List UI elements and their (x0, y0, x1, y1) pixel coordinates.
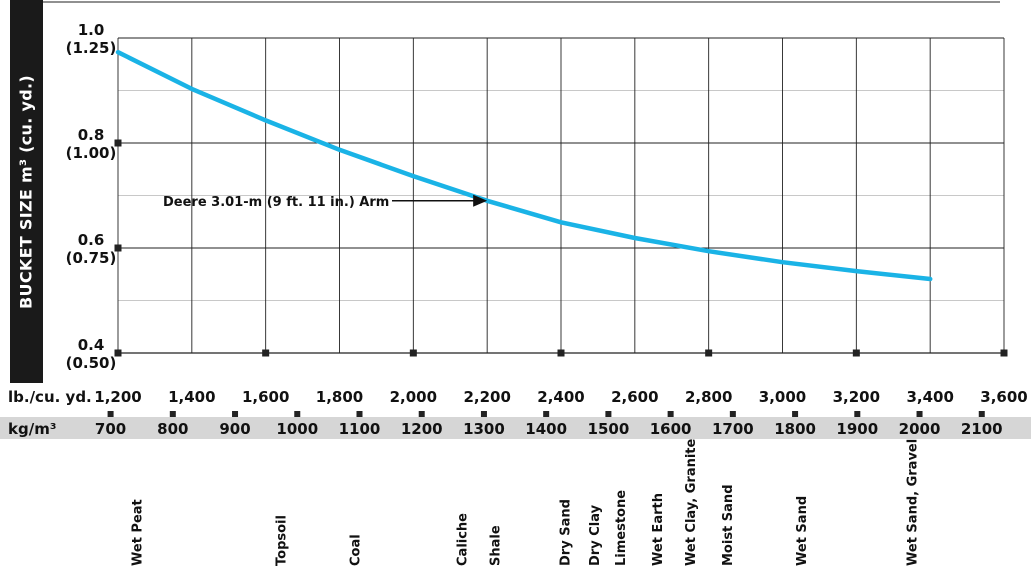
y-tick-label: 0.6 (78, 231, 105, 249)
kg-tick-marker (232, 411, 239, 417)
baseline-marker (409, 349, 417, 357)
material-label: Wet Sand, Gravel (906, 439, 921, 566)
lb-tick-label: 3,600 (980, 388, 1027, 406)
material-label: Dry Sand (559, 499, 574, 566)
kg-tick-marker (978, 411, 985, 417)
annotation-arrowhead (473, 194, 488, 207)
kg-tick-label: 1600 (650, 420, 692, 438)
series-line (115, 49, 933, 282)
kg-tick-marker (169, 411, 176, 417)
y-tick-sublabel: (1.25) (66, 39, 117, 57)
kg-tick-label: 1200 (401, 420, 443, 438)
y-tick-sublabel: (0.50) (66, 354, 117, 372)
y-tick-sublabel: (0.75) (66, 249, 117, 267)
kg-tick-marker (916, 411, 923, 417)
material-label: Limestone (614, 490, 629, 566)
baseline-marker (705, 349, 713, 357)
lb-tick-label: 2,600 (611, 388, 658, 406)
material-label: Coal (348, 534, 363, 566)
material-label: Topsoil (274, 515, 289, 566)
kg-axis-band (0, 417, 1031, 439)
lb-tick-label: 1,800 (316, 388, 363, 406)
kg-axis-label: kg/m³ (8, 420, 56, 438)
baseline-marker (557, 349, 565, 357)
kg-tick-marker (854, 411, 861, 417)
kg-tick-label: 1800 (774, 420, 816, 438)
y-axis-marker (114, 139, 122, 147)
lb-axis-label: lb./cu. yd. (8, 388, 92, 406)
material-label: Shale (489, 525, 504, 566)
lb-tick-label: 1,600 (242, 388, 289, 406)
baseline-marker (114, 349, 122, 357)
kg-tick-label: 700 (95, 420, 126, 438)
kg-tick-marker (356, 411, 363, 417)
kg-tick-marker (294, 411, 301, 417)
lb-tick-label: 3,200 (833, 388, 880, 406)
lb-tick-label: 3,400 (906, 388, 953, 406)
material-label: Moist Sand (721, 485, 736, 567)
kg-tick-marker (107, 411, 114, 417)
kg-tick-label: 2000 (899, 420, 941, 438)
kg-tick-marker (729, 411, 736, 417)
y-tick-label: 0.8 (78, 126, 105, 144)
baseline-marker (1000, 349, 1008, 357)
kg-tick-label: 1500 (588, 420, 630, 438)
kg-tick-marker (418, 411, 425, 417)
kg-tick-label: 1300 (463, 420, 505, 438)
baseline-marker (262, 349, 270, 357)
kg-tick-marker (667, 411, 674, 417)
material-label: Wet Sand (795, 496, 810, 566)
arrow-annotation-label: Deere 3.01-m (9 ft. 11 in.) Arm (163, 195, 389, 210)
y-axis-label-bar (10, 0, 43, 383)
material-label: Wet Earth (651, 493, 666, 566)
material-label: Wet Clay, Granite (684, 438, 699, 566)
y-tick-sublabel: (1.00) (66, 144, 117, 162)
baseline-marker (852, 349, 860, 357)
kg-tick-label: 900 (219, 420, 250, 438)
lb-tick-label: 1,400 (168, 388, 215, 406)
kg-tick-marker (480, 411, 487, 417)
material-label: Caliche (455, 513, 470, 566)
y-axis-marker (114, 244, 122, 252)
kg-tick-marker (605, 411, 612, 417)
kg-tick-label: 1400 (525, 420, 567, 438)
material-label: Wet Peat (130, 499, 145, 566)
y-tick-label: 0.4 (78, 336, 105, 354)
y-tick-label: 1.0 (78, 21, 105, 39)
kg-tick-label: 2100 (961, 420, 1003, 438)
kg-tick-label: 1700 (712, 420, 754, 438)
kg-tick-marker (792, 411, 799, 417)
kg-tick-marker (543, 411, 550, 417)
kg-tick-label: 1000 (276, 420, 318, 438)
kg-tick-label: 1900 (836, 420, 878, 438)
lb-tick-label: 2,800 (685, 388, 732, 406)
lb-tick-label: 1,200 (94, 388, 141, 406)
kg-tick-label: 1100 (339, 420, 381, 438)
lb-tick-label: 2,400 (537, 388, 584, 406)
lb-tick-label: 3,000 (759, 388, 806, 406)
lb-tick-label: 2,000 (390, 388, 437, 406)
material-label: Dry Clay (588, 504, 603, 566)
lb-tick-label: 2,200 (463, 388, 510, 406)
kg-tick-label: 800 (157, 420, 188, 438)
